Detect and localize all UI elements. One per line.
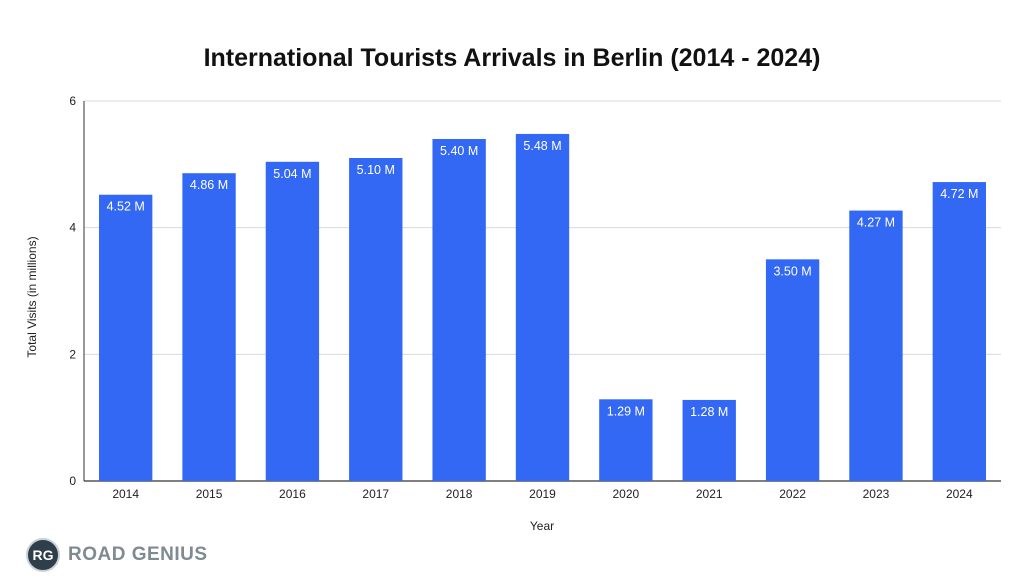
bar-2017 [349,158,403,481]
logo-badge: RG [26,538,60,572]
bar-2019 [515,133,570,481]
logo-text: ROAD GENIUS [68,544,208,565]
bars: 4.52 M 4.86 M 5.04 M 5.10 M 5.40 M 5.48 M 1.29… [99,133,986,482]
y-tick-label: 0 [69,474,76,488]
x-tick-label: 2022 [779,487,806,501]
road-genius-logo: RG ROAD GENIUS [26,536,208,574]
y-tick-label: 4 [69,221,76,235]
x-tick-label: 2017 [362,487,389,501]
data-label-2018: 5.40 M [440,144,478,158]
data-label-2022: 3.50 M [773,264,811,278]
y-tick-label: 2 [69,347,76,361]
data-label-2015: 4.86 M [190,178,228,192]
x-tick-label: 2016 [279,487,306,501]
bar-2018 [432,139,486,481]
data-label-2021: 1.28 M [690,405,728,419]
bar-2015 [182,173,236,481]
data-label-2019: 5.48 M [523,139,561,153]
x-tick-label: 2019 [529,487,556,501]
x-axis-ticks: 2014 2015 2016 2017 2018 2019 2020 2021 2022 2023… [112,487,973,501]
bar-2016 [265,161,320,482]
chart-title: International Tourists Arrivals in Berli… [203,44,821,72]
x-tick-label: 2021 [696,487,723,501]
bar-2014 [99,194,153,481]
data-label-2017: 5.10 M [357,163,395,177]
bar-2024 [932,182,986,482]
bar-2021 [682,399,736,481]
x-tick-label: 2015 [196,487,223,501]
x-tick-label: 2014 [112,487,139,501]
data-label-2014: 4.52 M [107,200,145,214]
bar-2020 [599,399,653,481]
data-label-2023: 4.27 M [857,216,895,230]
x-axis-title: Year [530,519,554,533]
y-axis-ticks: 0 2 4 6 [69,94,76,488]
x-tick-label: 2020 [613,487,640,501]
data-label-2024: 4.72 M [940,187,978,201]
data-label-2020: 1.29 M [607,404,645,418]
x-tick-label: 2024 [946,487,973,501]
bar-2022 [765,259,820,481]
data-label-2016: 5.04 M [273,167,311,181]
x-tick-label: 2023 [863,487,890,501]
x-tick-label: 2018 [446,487,473,501]
y-tick-label: 6 [69,94,76,108]
bar-2023 [849,210,903,482]
y-axis-title: Total Visits (in millions) [25,236,39,357]
